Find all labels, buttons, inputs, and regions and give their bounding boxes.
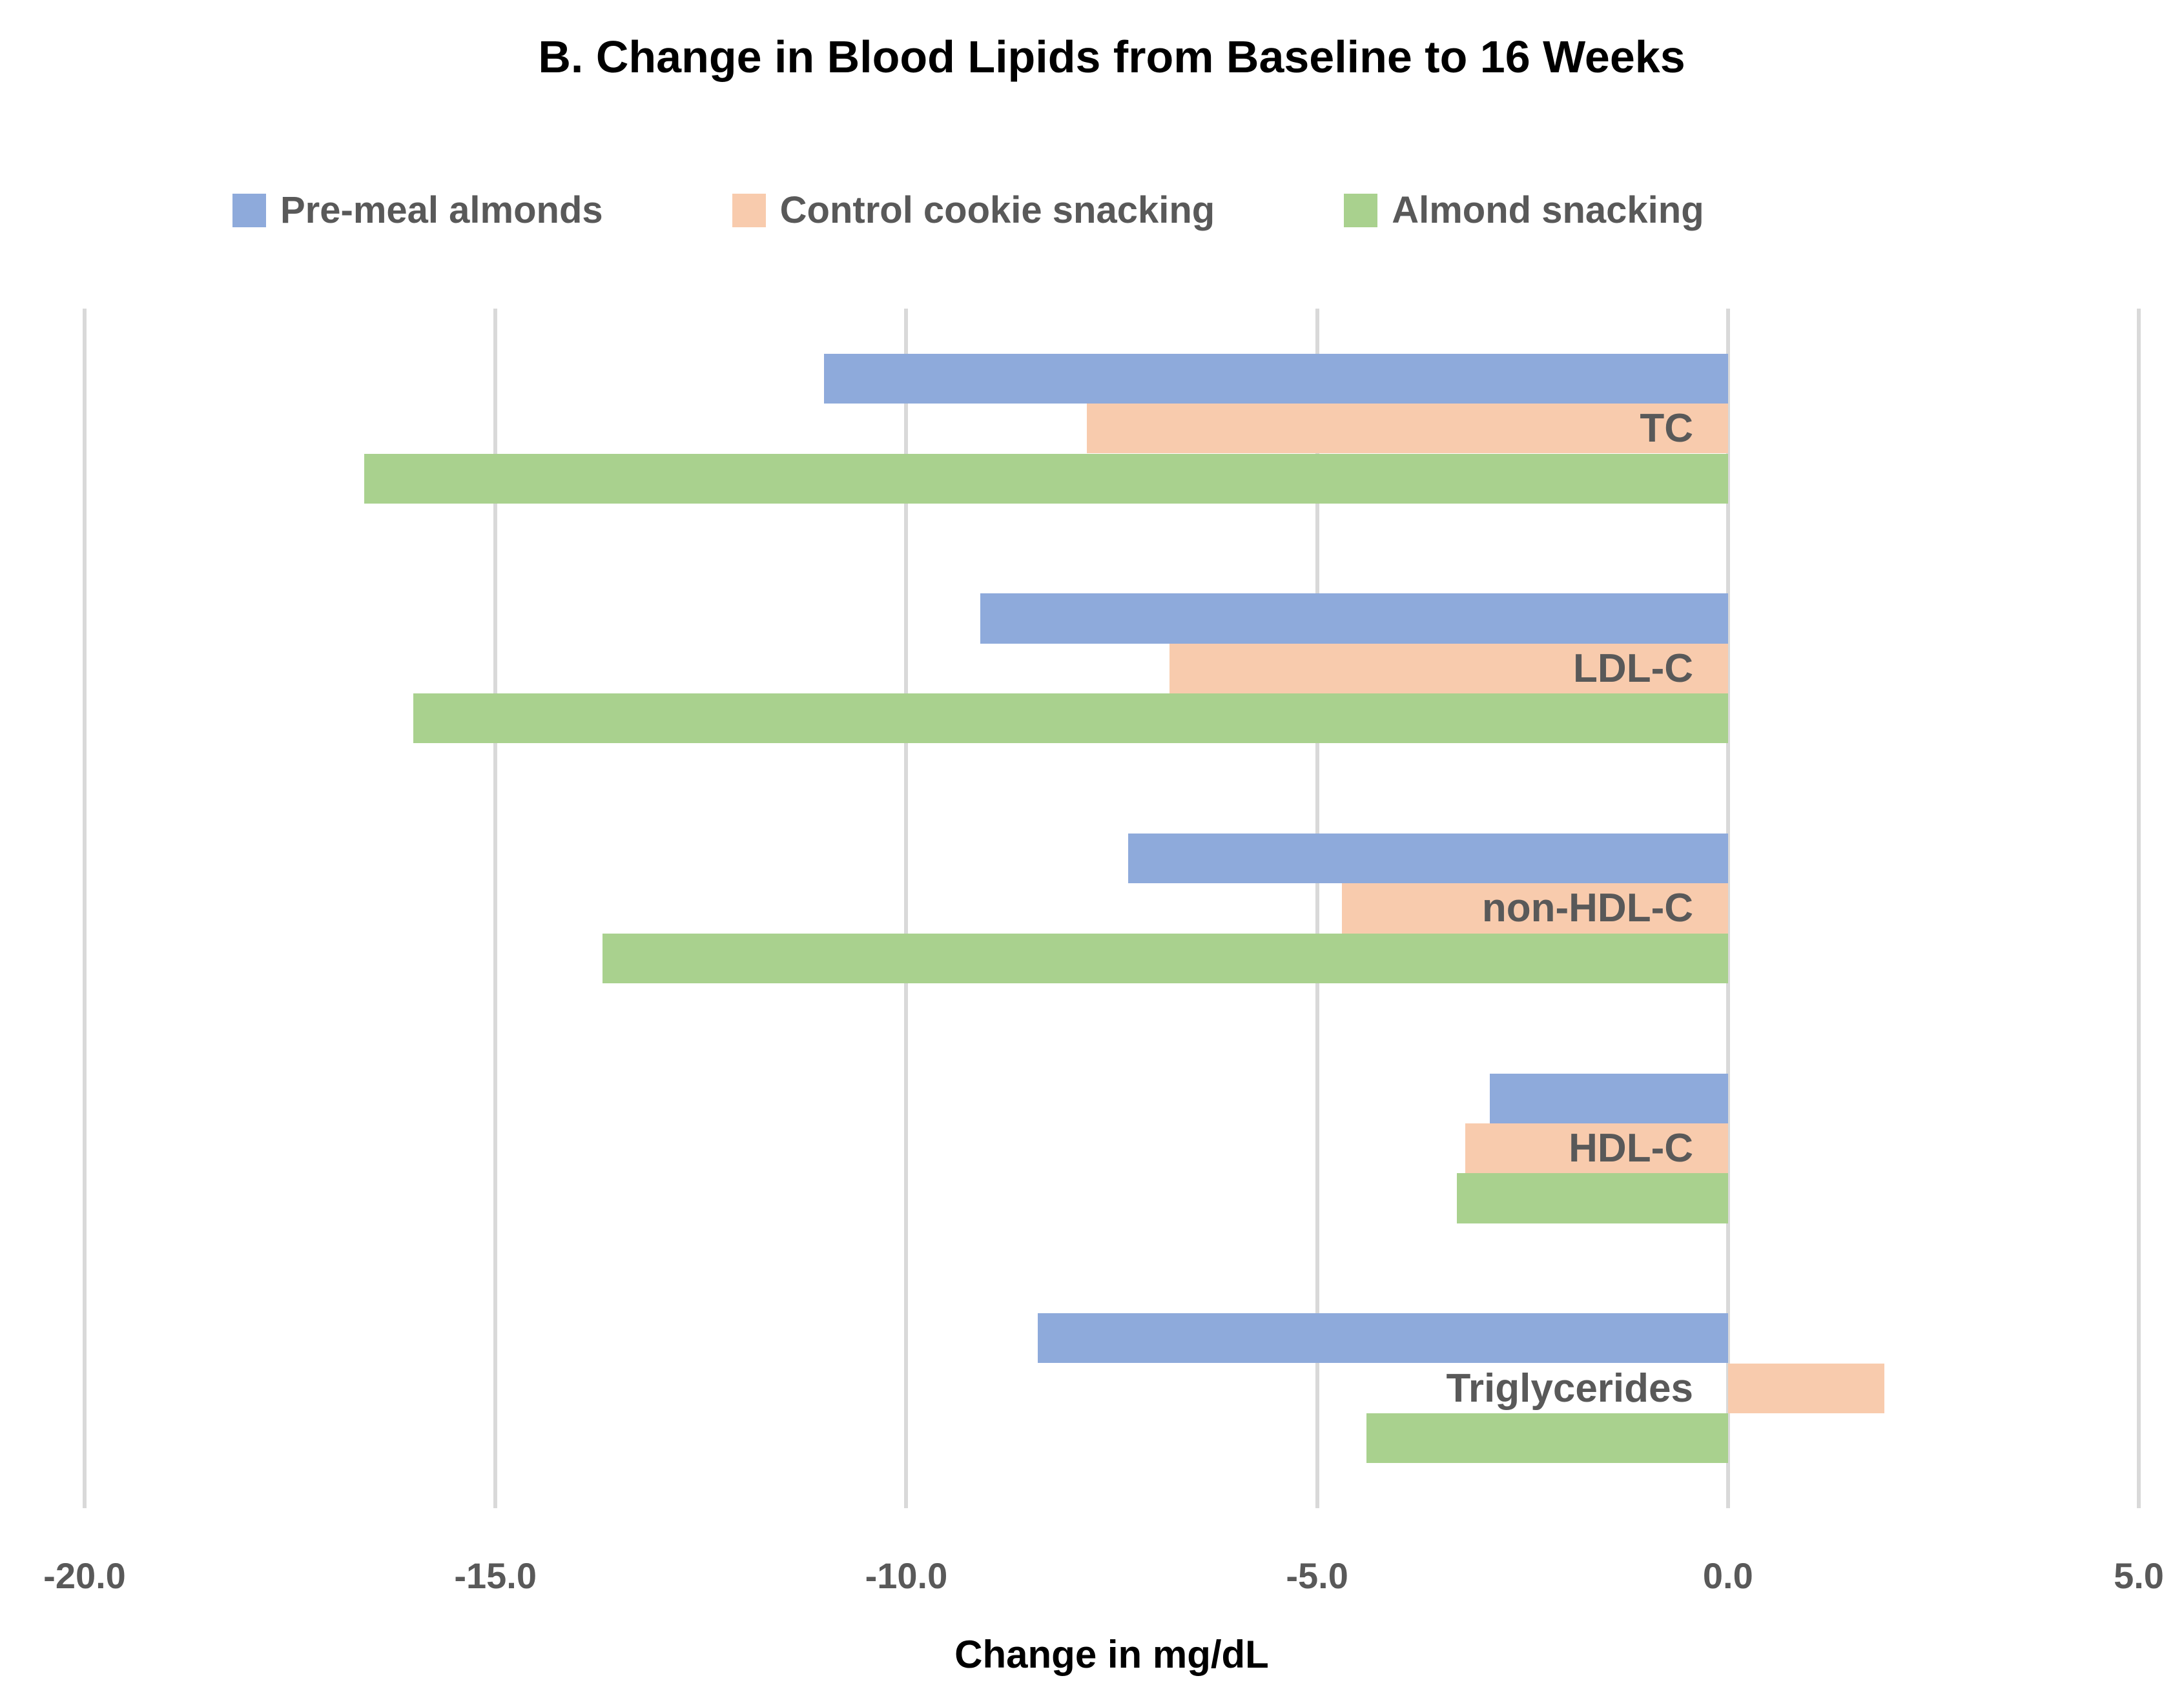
x-tick-label: -15.0 — [454, 1555, 537, 1596]
gridline — [493, 309, 498, 1508]
plot-area: TC LDL-C non-HDL-C HDL-C Triglycerides — [83, 309, 2141, 1508]
x-tick-label: -10.0 — [865, 1555, 948, 1596]
bar-non-HDL-C-control-cookie-snacking — [1341, 883, 1728, 934]
category-label-triglycerides: Triglycerides — [1446, 1366, 1693, 1411]
bar-LDL-C-pre-meal-almonds — [980, 593, 1728, 644]
x-tick-label: -20.0 — [43, 1555, 126, 1596]
legend-item: Almond snacking — [1344, 189, 1704, 232]
gridline — [904, 309, 909, 1508]
bar-HDL-C-control-cookie-snacking — [1465, 1123, 1728, 1174]
legend-item: Control cookie snacking — [732, 189, 1215, 232]
bar-LDL-C-almond-snacking — [413, 693, 1728, 744]
gridline — [1726, 309, 1730, 1508]
x-tick-label: -5.0 — [1286, 1555, 1348, 1596]
gridline — [1315, 309, 1319, 1508]
gridline — [83, 309, 87, 1508]
legend-label: Control cookie snacking — [779, 189, 1215, 231]
bar-HDL-C-pre-meal-almonds — [1489, 1073, 1728, 1123]
legend-label: Pre-meal almonds — [280, 189, 603, 231]
bar-LDL-C-control-cookie-snacking — [1169, 643, 1728, 694]
bar-TC-almond-snacking — [364, 453, 1728, 504]
x-axis: -20.0 -15.0 -10.0 -5.0 0.0 5.0 — [43, 1555, 2164, 1600]
bar-TC-pre-meal-almonds — [824, 353, 1728, 404]
legend-item: Pre-meal almonds — [232, 189, 603, 232]
bar-Triglycerides-pre-meal-almonds — [1037, 1313, 1728, 1364]
gridline — [2137, 309, 2141, 1508]
bar-Triglycerides-almond-snacking — [1366, 1413, 1728, 1464]
legend-swatch — [232, 193, 266, 227]
legend-swatch — [732, 193, 766, 227]
x-tick-label: 5.0 — [2114, 1555, 2164, 1596]
legend-swatch — [1344, 193, 1378, 227]
x-axis-title: Change in mg/dL — [954, 1633, 1269, 1676]
category-label-tc: TC — [1640, 406, 1693, 451]
x-tick-label: 0.0 — [1702, 1555, 1753, 1596]
bar-Triglycerides-control-cookie-snacking — [1727, 1363, 1884, 1413]
bar-HDL-C-almond-snacking — [1456, 1173, 1728, 1223]
category-label-hdl-c: HDL-C — [1569, 1125, 1693, 1171]
legend: Pre-meal almonds Control cookie snacking A… — [232, 189, 1704, 232]
bar-non-HDL-C-pre-meal-almonds — [1128, 833, 1728, 884]
legend-label: Almond snacking — [1392, 189, 1704, 231]
category-label-non-hdl-c: non-HDL-C — [1481, 886, 1693, 931]
bar-TC-control-cookie-snacking — [1087, 404, 1728, 454]
chart-title: B. Change in Blood Lipids from Baseline … — [538, 32, 1685, 82]
bar-non-HDL-C-almond-snacking — [602, 933, 1728, 984]
category-label-ldl-c: LDL-C — [1573, 646, 1693, 691]
